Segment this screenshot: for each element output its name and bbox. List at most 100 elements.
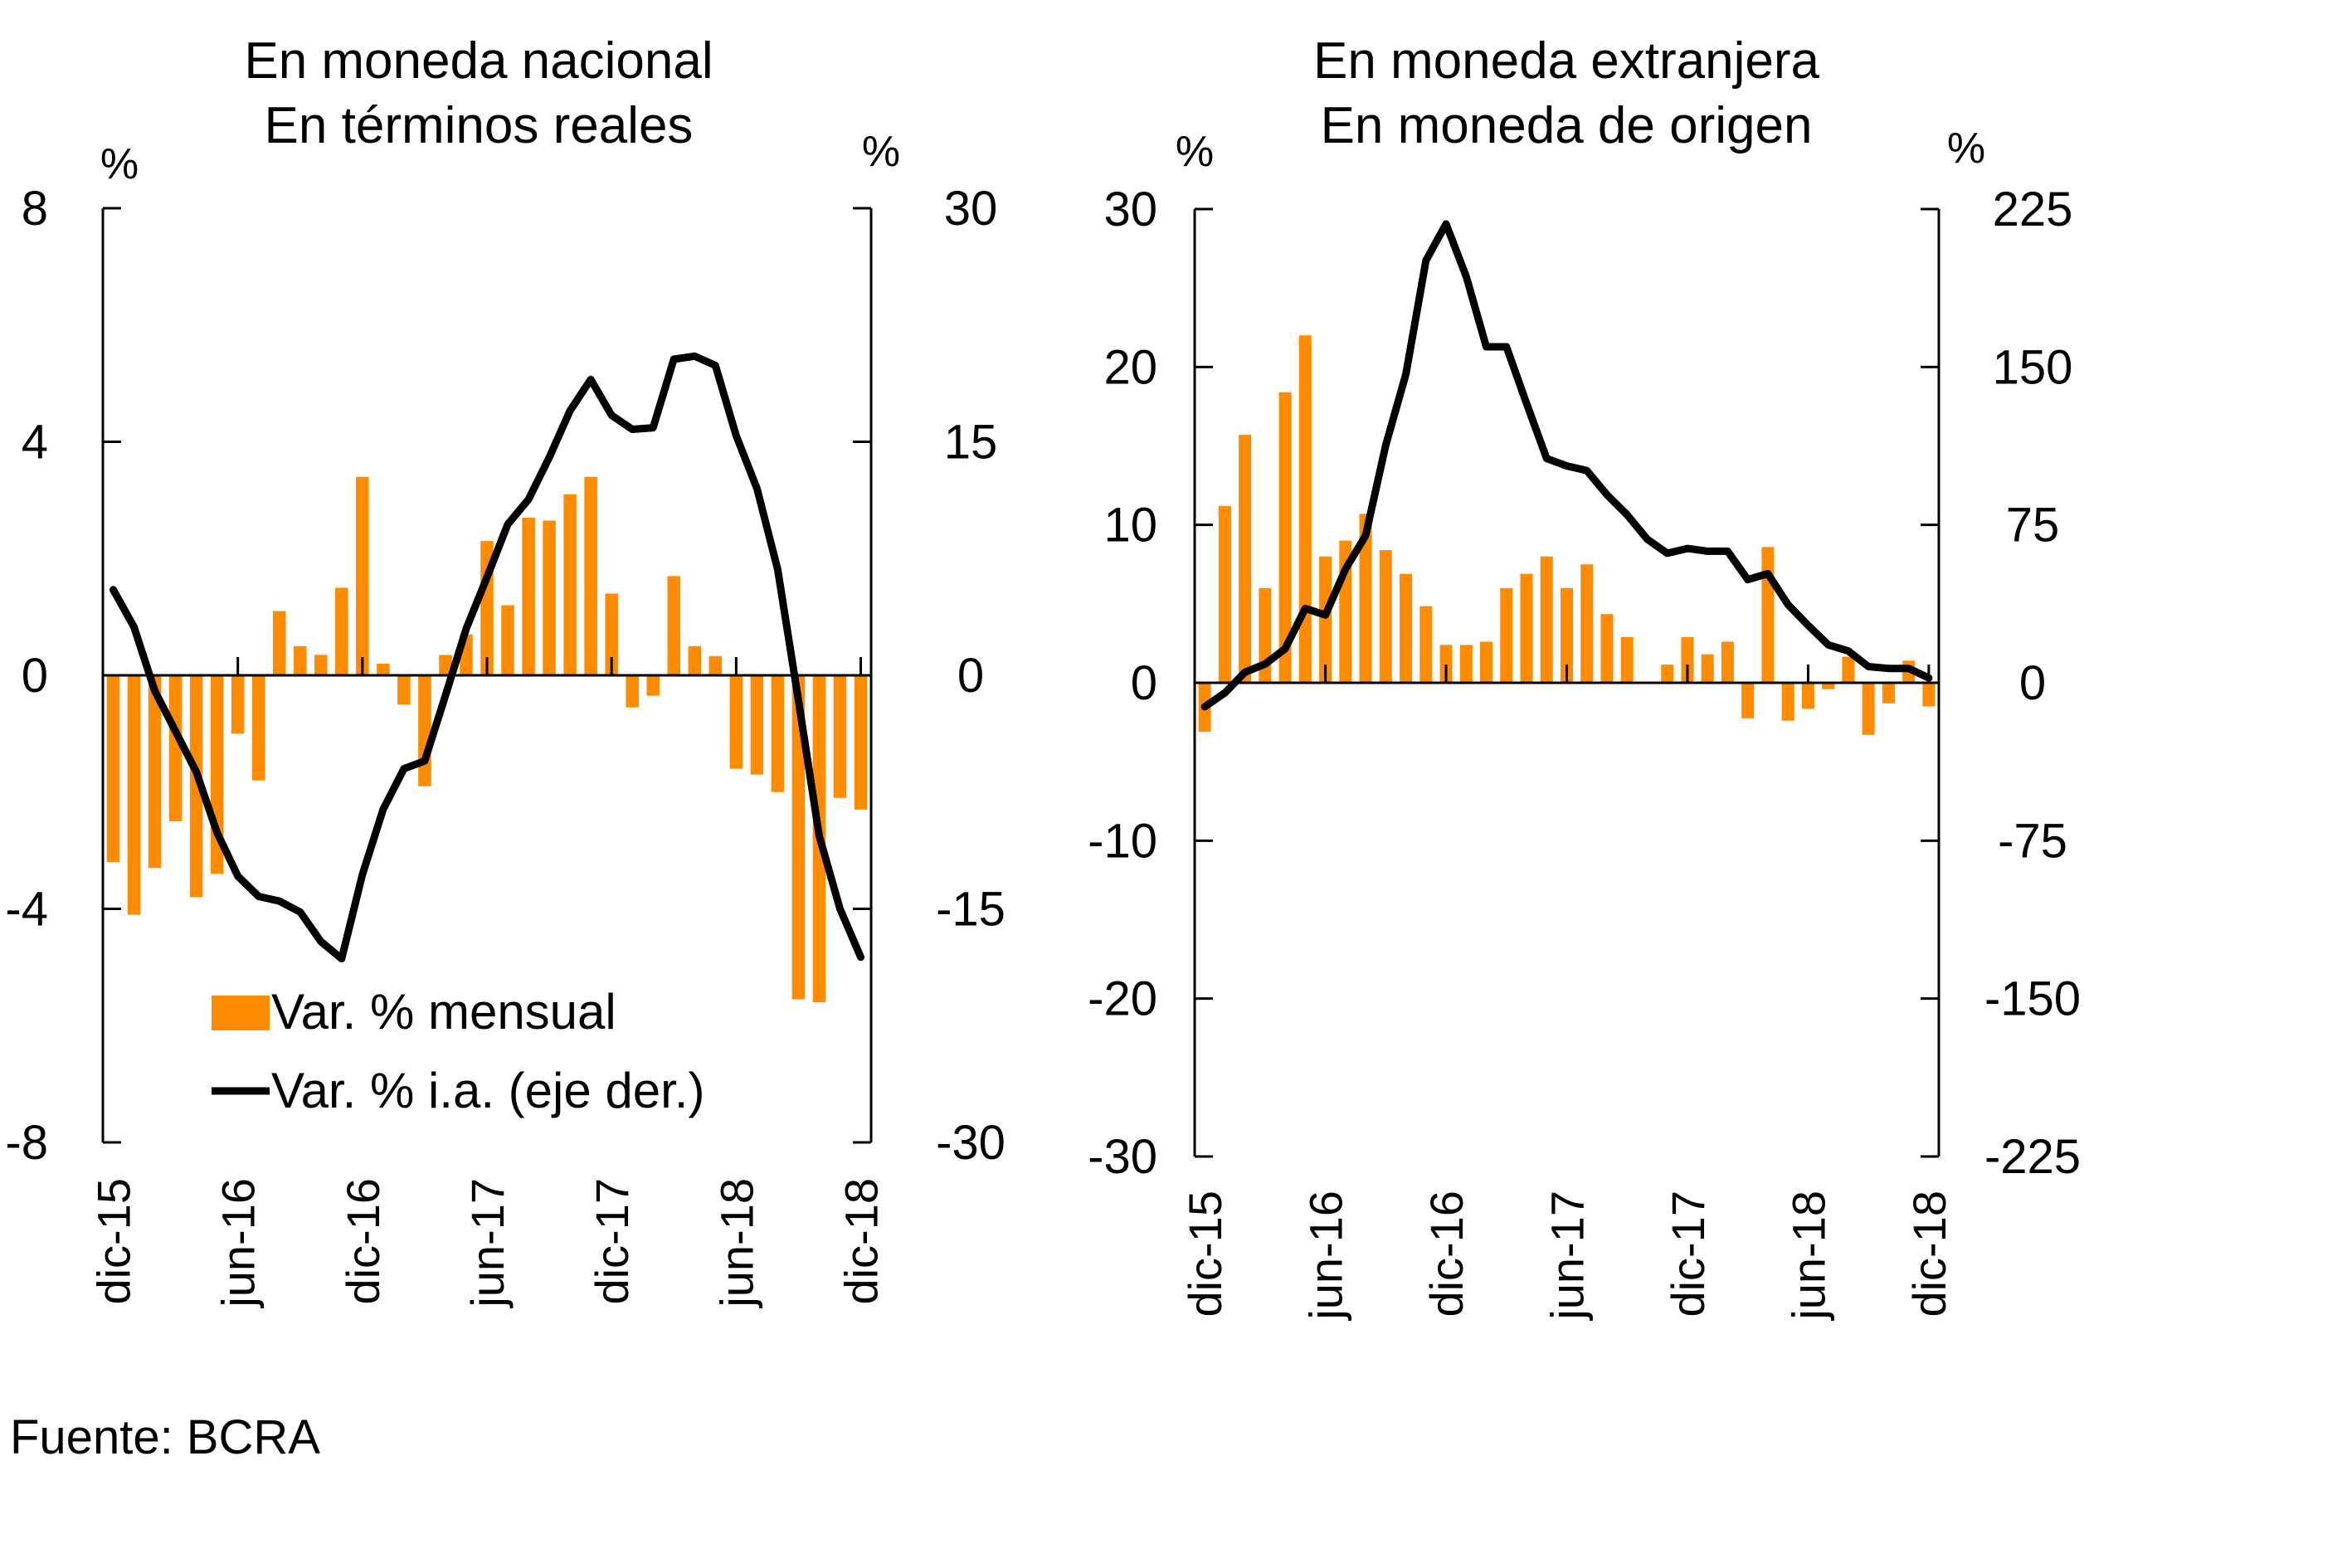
bar-ene-18 (626, 675, 639, 708)
chart-title-line-2: En términos reales (265, 97, 694, 154)
legend-label-bar: Var. % mensual (271, 984, 616, 1040)
bar-dic-16 (1439, 645, 1453, 683)
left-tick-label: -10 (1088, 814, 1157, 868)
bar-jun-17 (1560, 587, 1574, 683)
bar-jun-16 (1319, 556, 1332, 683)
bar-may-16 (1298, 335, 1312, 683)
left-tick-label: 8 (22, 182, 48, 236)
bar-abr-16 (1278, 392, 1292, 683)
bar-jun-18 (729, 675, 743, 769)
left-axis-unit: % (1176, 128, 1214, 176)
x-tick-label: jun-18 (1782, 1191, 1834, 1322)
bar-sep-18 (1862, 683, 1875, 735)
x-tick-label: dic-18 (1903, 1191, 1955, 1317)
x-tick-label: jun-17 (1541, 1191, 1594, 1322)
x-tick-label: jun-16 (212, 1178, 265, 1309)
bar-nov-16 (1419, 606, 1433, 683)
right-tick-label: -30 (936, 1116, 1006, 1170)
left-tick-label: 20 (1103, 340, 1157, 394)
bar-series (106, 476, 868, 1003)
bar-mar-17 (1500, 587, 1513, 683)
right-tick-label: 225 (1993, 183, 2073, 236)
bar-jul-18 (750, 675, 764, 775)
bar-dic-17 (605, 593, 618, 675)
chart-panel-moneda-extranjera: En moneda extranjera En moneda de origen… (1088, 32, 2081, 1322)
left-tick-label: 0 (22, 649, 48, 703)
left-tick-label: 4 (22, 416, 48, 470)
bar-oct-18 (1882, 683, 1895, 704)
right-tick-label: 75 (2006, 499, 2060, 553)
bar-jun-16 (231, 675, 245, 734)
legend: Var. % mensual Var. % i.a. (eje der.) (212, 984, 704, 1118)
bar-mar-16 (168, 675, 183, 821)
line-path-var-ia (1200, 220, 1933, 711)
bar-ene-16 (127, 675, 141, 915)
bar-may-18 (1781, 683, 1794, 721)
bar-nov-18 (833, 675, 847, 798)
bar-dic-18 (854, 675, 868, 810)
bar-ene-17 (377, 663, 390, 675)
bar-sep-16 (293, 645, 307, 675)
right-axis-unit: % (862, 128, 900, 176)
bar-may-18 (709, 655, 723, 675)
bar-dic-17 (1681, 636, 1694, 683)
bar-nov-17 (584, 476, 597, 675)
bar-dic-15 (106, 675, 120, 863)
bar-oct-16 (1400, 573, 1413, 683)
right-tick-label: -150 (1984, 972, 2081, 1026)
right-tick-label: 0 (2019, 656, 2046, 710)
x-tick-label: dic-16 (337, 1178, 389, 1305)
x-tick-label: dic-17 (586, 1178, 638, 1305)
line-path-var-ia (110, 352, 864, 963)
bar-ago-18 (771, 675, 785, 792)
bar-abr-18 (1761, 547, 1775, 683)
bar-abr-17 (1520, 573, 1533, 683)
bar-abr-18 (688, 645, 702, 675)
bar-ene-16 (1218, 505, 1231, 683)
left-tick-label: -30 (1088, 1130, 1157, 1184)
bar-sep-17 (543, 520, 556, 675)
bar-ago-18 (1842, 656, 1855, 683)
bar-ene-18 (1701, 654, 1714, 683)
bar-jul-16 (251, 675, 265, 781)
x-tick-label: dic-18 (835, 1178, 887, 1305)
left-axis-unit: % (100, 140, 139, 188)
chart-title-line-1: En moneda extranjera (1313, 32, 1820, 90)
line-series (110, 352, 864, 963)
right-tick-label: -225 (1984, 1130, 2081, 1184)
bar-mar-18 (667, 576, 681, 675)
left-tick-label: -4 (5, 883, 48, 937)
axes: 30 20 10 0 -10 -20 -30 225 150 75 0 -75 -150 -225 dic-… (1088, 183, 2081, 1322)
legend-swatch-bar (212, 996, 270, 1030)
bar-sep-16 (1379, 550, 1392, 683)
right-tick-label: 150 (1993, 340, 2073, 394)
left-tick-label: 0 (1131, 656, 1157, 710)
right-tick-label: -15 (936, 883, 1006, 937)
bar-feb-16 (148, 675, 162, 869)
left-tick-label: -20 (1088, 972, 1157, 1026)
x-tick-label: dic-15 (88, 1178, 140, 1305)
line-series (1200, 220, 1933, 711)
x-tick-label: jun-18 (710, 1178, 762, 1309)
bar-ago-17 (522, 517, 535, 675)
bar-jun-18 (1801, 683, 1814, 709)
bar-ene-17 (1459, 645, 1473, 683)
bar-feb-18 (646, 675, 660, 696)
bar-dic-16 (356, 476, 369, 675)
right-tick-label: 15 (944, 416, 998, 470)
bar-feb-17 (397, 675, 411, 705)
x-tick-label: dic-15 (1179, 1191, 1231, 1317)
bar-sep-17 (1620, 636, 1634, 683)
bar-feb-16 (1239, 435, 1252, 683)
legend-label-line: Var. % i.a. (eje der.) (271, 1063, 704, 1118)
bar-abr-17 (439, 655, 452, 675)
bar-ago-16 (1359, 514, 1372, 683)
left-tick-label: -8 (5, 1116, 48, 1170)
bar-ago-16 (272, 611, 286, 675)
bar-nov-17 (1661, 665, 1674, 683)
bar-feb-17 (1480, 641, 1493, 683)
right-tick-label: 30 (944, 182, 998, 236)
x-tick-label: dic-17 (1662, 1191, 1714, 1317)
left-tick-label: 30 (1103, 183, 1157, 236)
